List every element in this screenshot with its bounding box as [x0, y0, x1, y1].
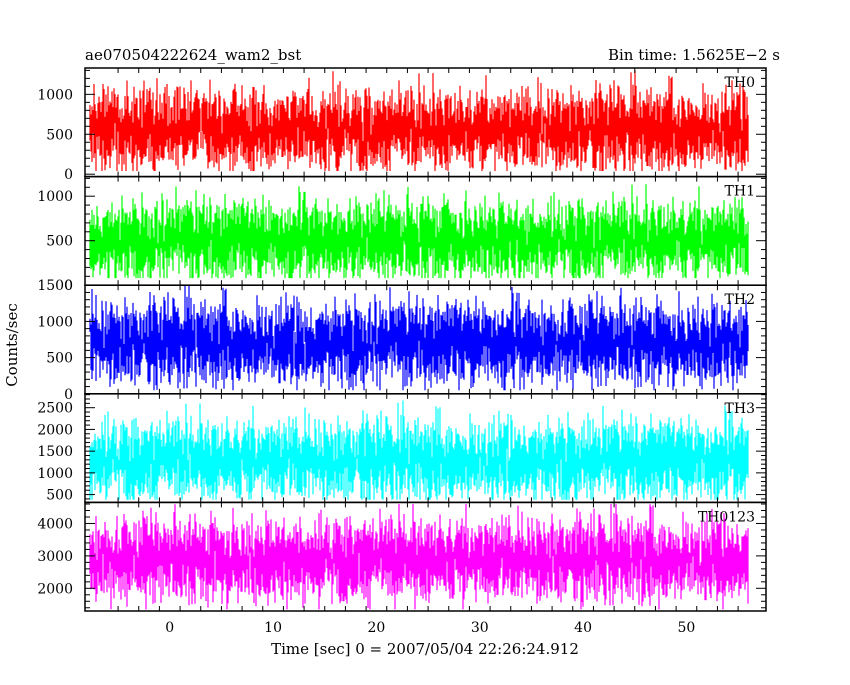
panel-label-th1: TH1	[725, 184, 755, 200]
y-tick-label-th0123: 4000	[37, 516, 73, 532]
y-tick-label-th2: 1500	[37, 278, 73, 294]
series-th1	[89, 184, 749, 279]
x-tick-label: 30	[471, 620, 489, 636]
panel-label-th0123: TH0123	[698, 509, 755, 525]
x-tick-label: 20	[368, 620, 386, 636]
y-tick-label-th2: 1000	[37, 314, 73, 330]
panel-label-th0: TH0	[725, 75, 755, 91]
y-tick-label-th3: 1000	[37, 466, 73, 482]
y-tick-label-th0: 500	[46, 127, 73, 143]
y-tick-label-th3: 500	[46, 488, 73, 504]
series-th3	[89, 400, 749, 500]
series-th0	[89, 70, 749, 171]
y-tick-label-th1: 0	[64, 278, 73, 294]
x-tick-label: 10	[264, 620, 282, 636]
y-tick-label-th0: 1000	[37, 87, 73, 103]
y-tick-label-th1: 1000	[37, 189, 73, 205]
x-tick-label: 40	[574, 620, 592, 636]
series-th2	[89, 285, 749, 391]
y-tick-label-th1: 500	[46, 234, 73, 250]
y-tick-label-th3: 2000	[37, 422, 73, 438]
y-tick-label-th0: 0	[64, 167, 73, 183]
x-axis-title: Time [sec] 0 = 2007/05/04 22:26:24.912	[271, 640, 579, 658]
panel-label-th3: TH3	[725, 401, 755, 417]
x-tick-label: 50	[678, 620, 696, 636]
y-tick-label-th0123: 3000	[37, 549, 73, 565]
y-tick-label-th2: 0	[64, 387, 73, 403]
series-th0123	[89, 504, 749, 610]
y-tick-label-th3: 2500	[37, 401, 73, 417]
panel-frame-th0123	[84, 501, 767, 612]
title-left: ae070504222624_wam2_bst	[85, 46, 301, 64]
panels-group: TH005001000TH105001000TH2050010001500TH3…	[37, 67, 767, 636]
y-tick-label-th2: 500	[46, 351, 73, 367]
y-tick-label-th0123: 2000	[37, 581, 73, 597]
panel-label-th2: TH2	[725, 292, 755, 308]
x-tick-label: 0	[165, 620, 174, 636]
y-tick-label-th3: 1500	[37, 444, 73, 460]
title-right: Bin time: 1.5625E−2 s	[608, 46, 780, 64]
y-axis-title: Counts/sec	[3, 303, 21, 387]
